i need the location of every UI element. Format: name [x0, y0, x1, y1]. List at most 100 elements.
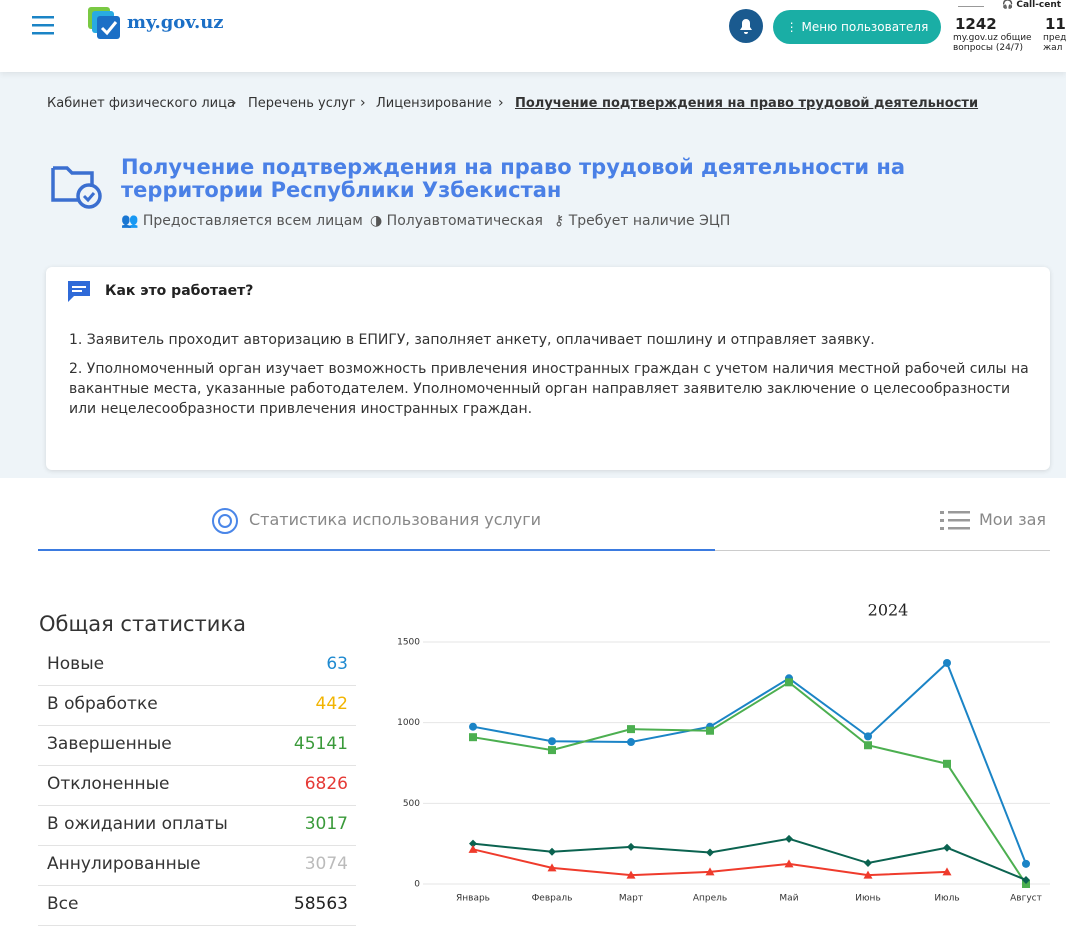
stat-value: 45141 [293, 734, 348, 754]
series-line [472, 681, 1027, 885]
marker [469, 733, 477, 742]
stat-value: 442 [315, 694, 348, 714]
series-line [472, 661, 1027, 865]
marker [1022, 875, 1030, 884]
stat-label: В обработке [47, 694, 158, 714]
stat-label: Новые [47, 654, 105, 674]
stat-row: Все 58563 [38, 885, 356, 926]
stat-row: Аннулированные 3074 [38, 845, 356, 886]
marker [706, 726, 714, 735]
tab[interactable]: Мои зая [979, 510, 1047, 529]
stat-value: 58563 [293, 894, 348, 914]
hotline-caption: my.gov.uz общие вопросы (24/7) [953, 33, 1032, 53]
marker [547, 863, 557, 872]
how-it-works-title: Как это работает? [105, 283, 254, 299]
marker [468, 844, 478, 853]
tag-text: Полуавтоматическая [386, 213, 543, 229]
marker [627, 842, 635, 851]
stat-value: 6826 [304, 774, 348, 794]
y-tick-label: 1500 [397, 638, 420, 648]
logo-icon[interactable] [88, 7, 122, 41]
marker [1022, 859, 1030, 868]
x-tick-label: Июнь [855, 894, 881, 904]
marker [469, 722, 477, 731]
breadcrumb[interactable]: Перечень услуг [248, 96, 356, 111]
service-tag: ◑ Полуавтоматическая [370, 213, 543, 229]
call-center-text: Call-cent [1016, 0, 1062, 10]
marker [784, 859, 794, 868]
tab[interactable]: Статистика использования услуги [249, 510, 542, 529]
x-tick-label: Август [1010, 894, 1042, 904]
x-tick-label: Январь [456, 894, 490, 904]
marker [864, 741, 872, 750]
marker [1022, 880, 1030, 888]
call-center-label: 🎧 Call-cent [1002, 0, 1062, 10]
stat-row: Отклоненные 6826 [38, 765, 356, 806]
marker [627, 725, 635, 734]
marker [548, 847, 556, 856]
marker [548, 746, 556, 755]
stat-row: В обработке 442 [38, 685, 356, 726]
active-tab-line [38, 549, 715, 551]
marker [943, 759, 951, 768]
menu-icon[interactable] [32, 14, 56, 36]
tag-text: Требует наличие ЭЦП [568, 213, 731, 229]
x-tick-label: Март [619, 894, 643, 904]
y-tick-label: 500 [403, 799, 420, 809]
stat-label: Отклоненные [47, 774, 170, 794]
hotline-number: 1242 [955, 15, 997, 33]
y-tick-label: 0 [414, 880, 420, 890]
stat-value: 3017 [304, 814, 348, 834]
marker [785, 834, 793, 843]
header: my.gov.uz ⋮ Меню пользователя 1242 my.go… [0, 0, 1066, 72]
breadcrumb[interactable]: Лицензирование [376, 96, 492, 111]
marker [785, 678, 793, 687]
chart: 2024 0 500 1000 1500 Январь Февраль Март Апрель… [397, 601, 1050, 904]
stat-label: Все [47, 894, 79, 914]
marker [706, 848, 714, 857]
service-title: Получение подтверждения на право трудово… [121, 155, 906, 202]
how-it-works-card [46, 267, 1050, 470]
marker [548, 737, 556, 746]
breadcrumb[interactable]: Кабинет физического лица [47, 96, 235, 111]
user-menu-button[interactable]: ⋮ Меню пользователя [773, 10, 941, 44]
series-line [472, 837, 1027, 881]
chat-icon [68, 281, 90, 302]
chart-title: 2024 [868, 601, 909, 620]
marker [943, 843, 951, 852]
stat-label: Завершенные [47, 734, 172, 754]
service-tag: 👥 Предоставляется всем лицам [121, 213, 363, 229]
call-center-caption: пред жал [1043, 33, 1066, 53]
stat-value: 3074 [304, 854, 348, 874]
stats-tab-icon [212, 508, 238, 534]
stat-row: В ожидании оплаты 3017 [38, 805, 356, 846]
marker [942, 867, 952, 876]
y-tick-label: 1000 [397, 718, 420, 728]
marker [943, 658, 951, 667]
stat-row: Новые 63 [38, 645, 356, 686]
marker [863, 870, 873, 879]
marker [627, 738, 635, 747]
stat-label: В ожидании оплаты [47, 814, 228, 834]
x-tick-label: Июль [934, 894, 959, 904]
user-menu-label: Меню пользователя [801, 20, 929, 34]
tab-line [715, 550, 1050, 551]
x-tick-label: Апрель [693, 894, 727, 904]
step: 1. Заявитель проходит авторизацию в ЕПИГ… [69, 332, 875, 348]
logo-text[interactable]: my.gov.uz [127, 12, 224, 33]
stat-row: Завершенные 45141 [38, 725, 356, 766]
marker [864, 859, 872, 868]
marker [705, 867, 715, 876]
stats-title: Общая статистика [39, 612, 246, 636]
stat-value: 63 [326, 654, 348, 674]
bell-button[interactable] [729, 9, 763, 43]
stat-label: Аннулированные [47, 854, 201, 874]
folder-icon [51, 166, 102, 209]
call-center-number: 114 [1045, 15, 1066, 33]
marker [469, 839, 477, 848]
tag-text: Предоставляется всем лицам [142, 213, 363, 229]
marker [864, 732, 872, 741]
service-tag: ⚷ Требует наличие ЭЦП [554, 213, 731, 229]
x-tick-label: Февраль [532, 894, 573, 904]
